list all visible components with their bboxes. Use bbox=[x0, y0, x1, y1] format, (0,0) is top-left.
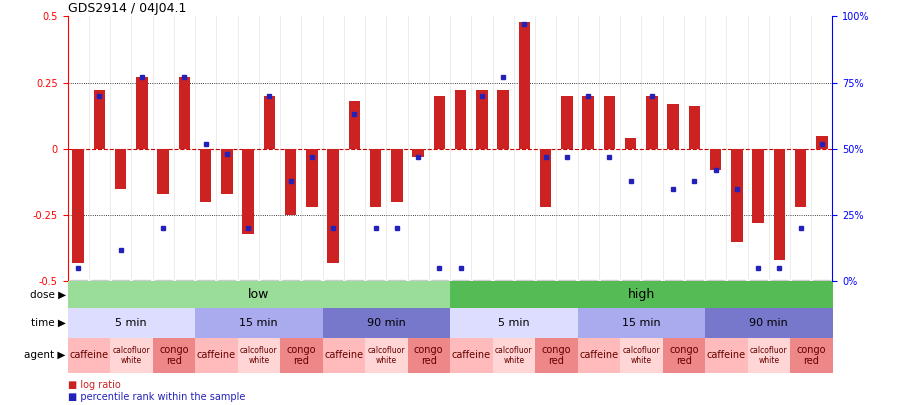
Bar bbox=[752, 149, 764, 223]
Text: congo
red: congo red bbox=[542, 345, 571, 366]
Text: caffeine: caffeine bbox=[580, 350, 618, 360]
Bar bbox=[450, 338, 492, 373]
Bar bbox=[705, 338, 748, 373]
Bar bbox=[773, 149, 785, 260]
Bar bbox=[625, 138, 636, 149]
Bar bbox=[535, 338, 578, 373]
Text: calcofluor
white: calcofluor white bbox=[750, 346, 788, 365]
Bar bbox=[68, 338, 110, 373]
Text: caffeine: caffeine bbox=[197, 350, 236, 360]
Bar bbox=[731, 149, 742, 242]
Bar bbox=[306, 149, 318, 207]
Bar bbox=[476, 90, 488, 149]
Bar bbox=[408, 338, 450, 373]
Bar bbox=[110, 338, 152, 373]
Bar bbox=[604, 96, 616, 149]
Bar bbox=[582, 96, 594, 149]
Bar bbox=[348, 101, 360, 149]
Bar bbox=[434, 96, 446, 149]
Text: 15 min: 15 min bbox=[622, 318, 661, 328]
Text: time ▶: time ▶ bbox=[31, 318, 66, 328]
Text: ■ percentile rank within the sample: ■ percentile rank within the sample bbox=[68, 392, 245, 402]
Text: congo
red: congo red bbox=[796, 345, 826, 366]
Bar bbox=[238, 338, 280, 373]
Bar bbox=[620, 338, 662, 373]
Bar bbox=[115, 149, 127, 189]
Bar bbox=[365, 338, 408, 373]
Bar bbox=[328, 149, 339, 263]
Bar bbox=[200, 149, 212, 202]
Bar bbox=[540, 149, 552, 207]
Bar bbox=[710, 149, 722, 170]
Bar bbox=[662, 338, 705, 373]
Text: high: high bbox=[627, 288, 655, 301]
Bar bbox=[748, 338, 790, 373]
Text: low: low bbox=[248, 288, 269, 301]
Text: congo
red: congo red bbox=[159, 345, 188, 366]
Bar bbox=[195, 338, 238, 373]
Text: 5 min: 5 min bbox=[115, 318, 147, 328]
Text: 15 min: 15 min bbox=[239, 318, 278, 328]
Text: caffeine: caffeine bbox=[324, 350, 364, 360]
Bar bbox=[158, 149, 169, 194]
Bar bbox=[152, 338, 195, 373]
Text: dose ▶: dose ▶ bbox=[30, 290, 66, 300]
Bar bbox=[94, 90, 105, 149]
Bar bbox=[454, 90, 466, 149]
Text: 90 min: 90 min bbox=[750, 318, 788, 328]
Bar bbox=[492, 338, 535, 373]
Text: congo
red: congo red bbox=[286, 345, 316, 366]
Text: ■ log ratio: ■ log ratio bbox=[68, 380, 121, 390]
Bar bbox=[450, 281, 832, 308]
Bar bbox=[816, 136, 828, 149]
Bar bbox=[72, 149, 84, 263]
Bar bbox=[322, 338, 365, 373]
Text: calcofluor
white: calcofluor white bbox=[495, 346, 533, 365]
Bar bbox=[178, 77, 190, 149]
Bar bbox=[450, 308, 578, 338]
Text: agent ▶: agent ▶ bbox=[24, 350, 66, 360]
Bar bbox=[646, 96, 658, 149]
Bar bbox=[518, 21, 530, 149]
Text: calcofluor
white: calcofluor white bbox=[367, 346, 405, 365]
Bar bbox=[136, 77, 148, 149]
Bar bbox=[391, 149, 402, 202]
Bar bbox=[280, 338, 322, 373]
Text: GDS2914 / 04J04.1: GDS2914 / 04J04.1 bbox=[68, 2, 186, 15]
Bar bbox=[242, 149, 254, 234]
Bar bbox=[221, 149, 233, 194]
Bar bbox=[561, 96, 572, 149]
Bar bbox=[68, 281, 450, 308]
Text: caffeine: caffeine bbox=[452, 350, 491, 360]
Bar bbox=[195, 308, 322, 338]
Text: caffeine: caffeine bbox=[69, 350, 108, 360]
Text: calcofluor
white: calcofluor white bbox=[623, 346, 660, 365]
Bar bbox=[370, 149, 382, 207]
Bar bbox=[264, 96, 275, 149]
Bar bbox=[322, 308, 450, 338]
Bar bbox=[578, 338, 620, 373]
Text: calcofluor
white: calcofluor white bbox=[240, 346, 277, 365]
Bar bbox=[284, 149, 296, 215]
Bar bbox=[688, 107, 700, 149]
Bar bbox=[412, 149, 424, 157]
Bar bbox=[795, 149, 806, 207]
Bar bbox=[705, 308, 832, 338]
Bar bbox=[578, 308, 705, 338]
Bar bbox=[498, 90, 509, 149]
Bar bbox=[667, 104, 679, 149]
Text: congo
red: congo red bbox=[414, 345, 444, 366]
Bar bbox=[68, 308, 195, 338]
Text: calcofluor
white: calcofluor white bbox=[112, 346, 150, 365]
Text: 5 min: 5 min bbox=[498, 318, 529, 328]
Text: 90 min: 90 min bbox=[367, 318, 406, 328]
Bar bbox=[790, 338, 833, 373]
Text: congo
red: congo red bbox=[669, 345, 698, 366]
Text: caffeine: caffeine bbox=[706, 350, 746, 360]
